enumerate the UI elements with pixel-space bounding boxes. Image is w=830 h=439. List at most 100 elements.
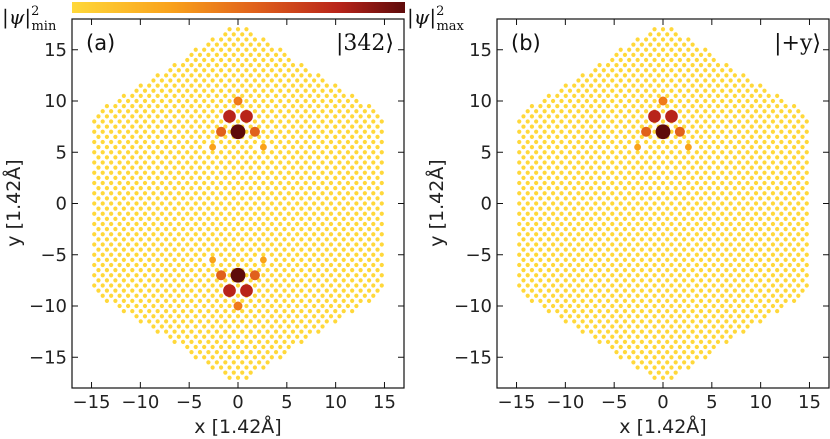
lattice-site: [660, 139, 666, 145]
lattice-site: [563, 319, 568, 324]
lattice-site: [677, 314, 683, 319]
lattice-site: [796, 191, 801, 196]
lattice-site: [176, 68, 181, 73]
lattice-site: [159, 221, 164, 227]
lattice-site: [366, 237, 372, 242]
lattice-site: [605, 134, 611, 139]
lattice-site: [333, 268, 338, 273]
lattice-site: [202, 98, 207, 104]
lattice-site: [576, 273, 581, 278]
lattice-site: [703, 150, 708, 155]
lattice-site: [265, 42, 270, 47]
lattice-site: [147, 227, 152, 232]
lattice-site: [375, 196, 380, 201]
lattice-site: [130, 114, 135, 119]
lattice-site: [525, 109, 530, 114]
lattice-site: [193, 170, 198, 175]
lattice-site: [673, 155, 678, 160]
lattice-site: [206, 104, 211, 109]
lattice-site: [580, 216, 585, 221]
lattice-site: [682, 63, 687, 68]
lattice-site: [202, 221, 207, 227]
lattice-site: [563, 309, 568, 314]
lattice-site: [567, 252, 573, 257]
lattice-site: [252, 211, 258, 216]
lattice-site: [333, 298, 338, 303]
lattice-site: [796, 242, 801, 247]
lattice-site: [610, 344, 615, 350]
lattice-site: [770, 98, 776, 104]
lattice-site: [711, 160, 716, 165]
lattice-site: [341, 237, 346, 242]
lattice-site: [328, 160, 334, 165]
lattice-site: [180, 83, 186, 88]
lattice-site: [525, 283, 530, 288]
lattice-site: [546, 257, 551, 262]
lattice-site: [295, 262, 300, 268]
lattice-site: [707, 350, 712, 355]
lattice-site: [622, 196, 628, 201]
lattice-site: [660, 273, 666, 278]
lattice-site: [282, 278, 287, 283]
lattice-site: [542, 191, 547, 196]
lattice-site: [164, 196, 169, 201]
lattice-site: [580, 104, 585, 109]
lattice-site: [601, 283, 606, 288]
lattice-site: [282, 165, 287, 170]
lattice-site: [724, 206, 729, 211]
lattice-site: [635, 57, 640, 63]
lattice-site: [231, 196, 236, 201]
lattice-site: [312, 129, 317, 134]
lattice-site: [227, 57, 232, 63]
lattice-site: [639, 206, 644, 211]
lattice-site: [694, 314, 699, 319]
lattice-site: [694, 109, 699, 114]
lattice-site: [125, 273, 131, 278]
lattice-site: [257, 268, 262, 273]
lattice-site: [265, 237, 270, 242]
y-tick-label: −5: [465, 245, 492, 266]
lattice-site: [168, 211, 173, 216]
lattice-site: [567, 170, 573, 175]
lattice-site: [737, 252, 742, 257]
lattice-site: [720, 242, 725, 247]
lattice-site: [151, 109, 156, 114]
lattice-site: [593, 262, 598, 268]
lattice-site: [720, 293, 725, 298]
lattice-site: [138, 124, 143, 129]
lattice-site: [584, 150, 589, 155]
lattice-site: [737, 232, 742, 237]
lattice-site: [665, 298, 670, 303]
lattice-site: [265, 155, 270, 160]
lattice-site: [96, 227, 101, 232]
y-tick-label: −5: [40, 245, 67, 266]
lattice-site: [517, 273, 522, 278]
lattice-site: [758, 155, 763, 160]
lattice-site: [307, 216, 312, 221]
lattice-site: [290, 298, 296, 303]
lattice-site: [299, 175, 304, 180]
lattice-site: [643, 37, 649, 42]
lattice-site: [720, 273, 725, 278]
lattice-site: [758, 196, 763, 201]
lattice-site: [227, 252, 232, 257]
lattice-site: [350, 145, 355, 150]
lattice-site: [753, 242, 759, 247]
lattice-site: [202, 119, 207, 124]
lattice-site: [605, 104, 611, 109]
lattice-site: [669, 375, 674, 380]
lattice-site: [252, 324, 258, 329]
lattice-site: [269, 139, 274, 145]
lattice-site: [147, 104, 152, 109]
lattice-site: [643, 160, 649, 165]
lattice-site: [113, 104, 118, 109]
lattice-site: [775, 309, 780, 314]
x-tick-label: 5: [706, 392, 717, 413]
lattice-site: [715, 268, 721, 273]
lattice-site: [104, 145, 110, 150]
lattice-site: [660, 252, 666, 257]
lattice-site: [538, 206, 543, 211]
lattice-site: [720, 98, 725, 104]
lattice-site: [703, 109, 708, 114]
lattice-site: [783, 186, 788, 191]
